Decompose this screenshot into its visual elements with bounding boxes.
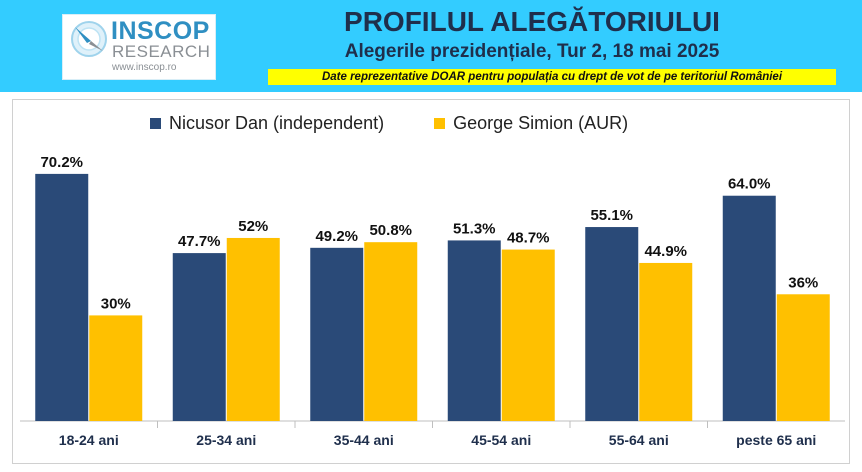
header-banner: INSCOP RESEARCH www.inscop.ro PROFILUL A…: [0, 0, 862, 92]
x-tick-label: 18-24 ani: [59, 432, 119, 448]
data-label-series-2: 44.9%: [644, 243, 687, 260]
logo-subtitle: RESEARCH: [112, 42, 211, 61]
compass-logo-icon: [71, 21, 107, 57]
data-label-series-1: 70.2%: [40, 154, 83, 171]
bar-series-1: [35, 173, 89, 421]
data-label-series-2: 36%: [788, 274, 818, 291]
bar-series-2: [226, 237, 280, 421]
representativeness-note: Date reprezentative DOAR pentru populați…: [268, 69, 836, 85]
data-label-series-1: 47.7%: [178, 233, 221, 250]
data-label-series-1: 51.3%: [453, 220, 496, 237]
bar-series-1: [447, 240, 501, 421]
x-tick-label: peste 65 ani: [736, 432, 816, 448]
bar-series-2: [501, 249, 555, 421]
bar-series-2: [776, 294, 830, 421]
bar-series-1: [585, 227, 639, 421]
x-tick-label: 45-54 ani: [471, 432, 531, 448]
legend-item-series-2: George Simion (AUR): [434, 112, 628, 134]
bar-series-2: [364, 242, 418, 421]
bar-series-1: [722, 195, 776, 421]
legend-swatch-series-2: [434, 117, 446, 129]
x-tick-label: 25-34 ani: [196, 432, 256, 448]
chart-frame: [12, 99, 850, 464]
data-label-series-1: 49.2%: [315, 228, 358, 245]
page-subtitle: Alegerile prezidențiale, Tur 2, 18 mai 2…: [344, 41, 720, 62]
data-label-series-1: 64.0%: [728, 176, 771, 193]
x-tick-label: 55-64 ani: [609, 432, 669, 448]
legend-label-series-1: Nicusor Dan (independent): [169, 113, 385, 133]
bar-series-2: [89, 315, 143, 421]
inscop-logo: INSCOP RESEARCH www.inscop.ro: [62, 14, 216, 80]
bar-series-1: [310, 247, 364, 421]
legend-label-series-2: George Simion (AUR): [453, 113, 629, 133]
data-label-series-2: 30%: [101, 295, 131, 312]
chart-legend: Nicusor Dan (independent) George Simion …: [150, 111, 678, 135]
legend-swatch-series-1: [150, 117, 161, 129]
page-title: PROFILUL ALEGĂTORIULUI: [344, 6, 720, 37]
logo-name: INSCOP: [111, 17, 210, 45]
data-label-series-2: 48.7%: [507, 230, 550, 247]
bar-series-1: [172, 253, 226, 421]
data-label-series-1: 55.1%: [590, 207, 633, 224]
bar-series-2: [639, 262, 693, 421]
x-tick-label: 35-44 ani: [334, 432, 394, 448]
data-label-series-2: 50.8%: [369, 222, 412, 239]
legend-item-series-1: Nicusor Dan (independent): [150, 112, 384, 134]
logo-url: www.inscop.ro: [112, 62, 177, 73]
data-label-series-2: 52%: [238, 218, 268, 235]
